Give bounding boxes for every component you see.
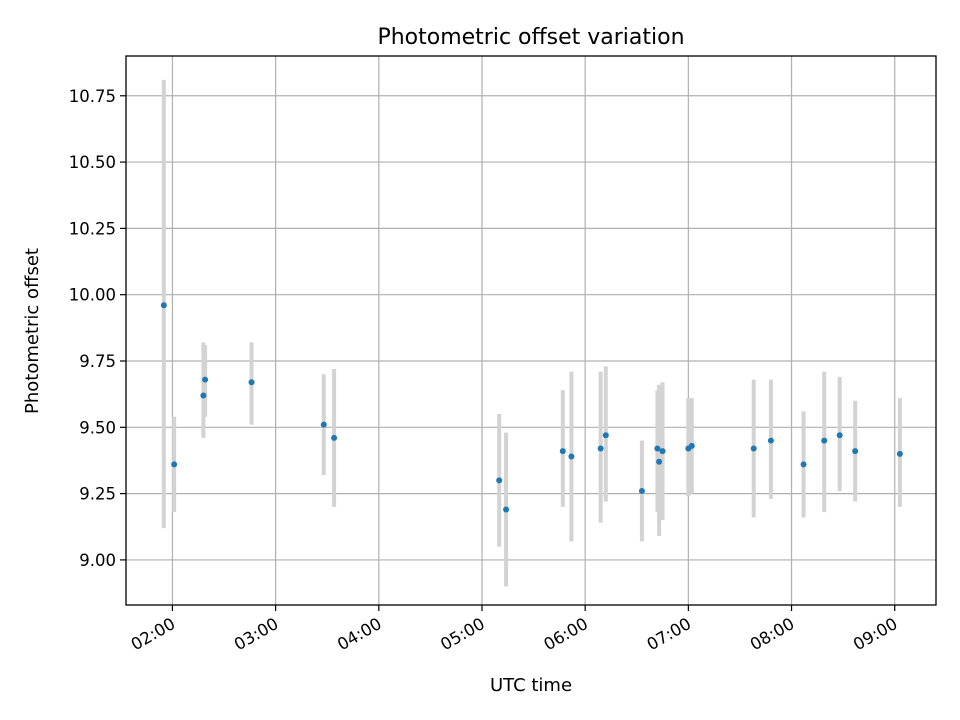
data-point [800, 461, 807, 468]
data-point [656, 458, 663, 465]
data-point [568, 453, 575, 460]
data-point [659, 448, 666, 455]
y-tick-label: 9.50 [79, 418, 116, 437]
data-point [559, 448, 566, 455]
y-tick-label: 9.75 [79, 352, 116, 371]
x-axis-label: UTC time [490, 675, 572, 696]
data-point [767, 437, 774, 444]
data-point [836, 432, 843, 439]
y-tick-label: 9.25 [79, 485, 116, 504]
data-point [821, 437, 828, 444]
data-point [688, 442, 695, 449]
data-point [200, 392, 207, 399]
plot-frame [125, 55, 937, 606]
data-points [160, 302, 903, 513]
y-tick-label: 10.50 [69, 153, 116, 172]
data-point [331, 434, 338, 441]
y-tick-label: 10.00 [69, 286, 116, 305]
y-axis-label: Photometric offset [22, 248, 43, 414]
data-point [171, 461, 178, 468]
grid [126, 56, 936, 605]
data-point [638, 487, 645, 494]
x-tick-label: 02:00 [128, 614, 179, 654]
data-point [852, 448, 859, 455]
y-tick-label: 9.00 [79, 551, 116, 570]
x-tick-label: 09:00 [850, 614, 901, 654]
x-tick-label: 04:00 [334, 614, 385, 654]
data-point [503, 506, 510, 513]
data-point [597, 445, 604, 452]
x-tick-label: 07:00 [644, 614, 695, 654]
x-tick-label: 05:00 [437, 614, 488, 654]
data-point [654, 445, 661, 452]
y-axis-ticks: 9.00 9.25 9.50 9.75 10.00 10.25 10.50 10.75 [69, 87, 126, 570]
data-point [160, 302, 167, 309]
x-tick-label: 06:00 [540, 614, 591, 654]
data-point [248, 379, 255, 386]
data-point [202, 376, 209, 383]
data-point [602, 432, 609, 439]
y-tick-label: 10.75 [69, 87, 116, 106]
data-point [320, 421, 327, 428]
x-tick-label: 08:00 [747, 614, 798, 654]
x-tick-label: 03:00 [231, 614, 282, 654]
y-tick-label: 10.25 [69, 219, 116, 238]
data-point [750, 445, 757, 452]
chart-title: Photometric offset variation [377, 25, 684, 50]
data-point [896, 450, 903, 457]
data-point [496, 477, 503, 484]
x-axis-ticks: 02:00 03:00 04:00 05:00 06:00 07:00 08:00 09:00 [128, 605, 901, 654]
error-bars [161, 79, 902, 587]
